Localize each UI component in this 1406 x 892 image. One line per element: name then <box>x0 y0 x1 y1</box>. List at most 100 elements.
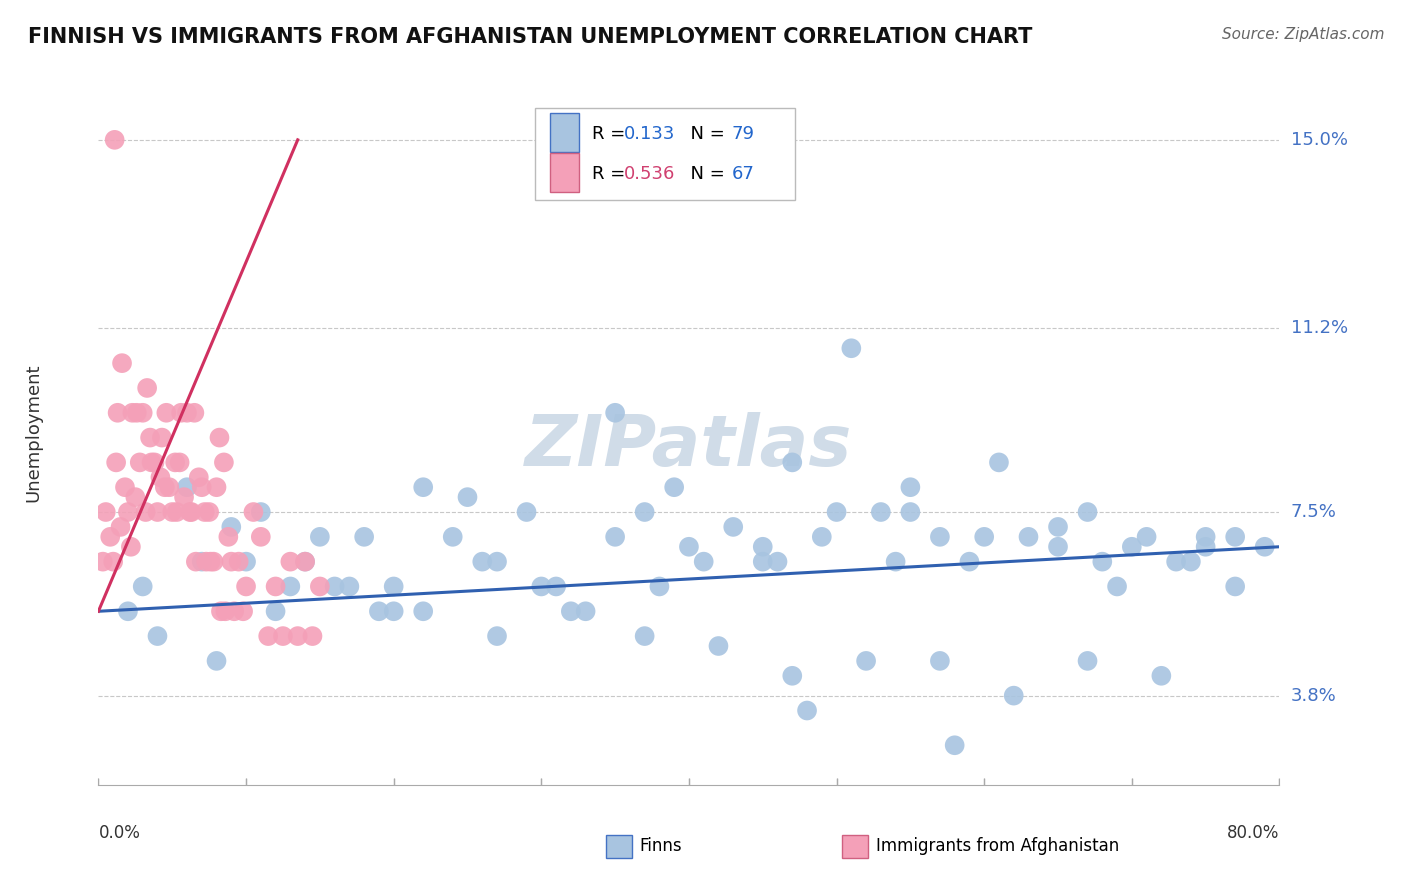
Point <box>132 579 155 593</box>
Point <box>143 455 166 469</box>
Point <box>105 455 128 469</box>
Point <box>1166 555 1188 569</box>
Point <box>1091 555 1114 569</box>
Point <box>228 555 250 569</box>
Point <box>782 669 804 683</box>
Text: 3.8%: 3.8% <box>1291 687 1336 705</box>
Point <box>235 555 257 569</box>
Point <box>224 604 246 618</box>
Point <box>183 406 205 420</box>
Point <box>1107 579 1129 593</box>
Point <box>1225 579 1247 593</box>
Bar <box>550 112 579 152</box>
Bar <box>606 835 633 857</box>
Point <box>796 704 818 718</box>
Point <box>575 604 598 618</box>
Point <box>141 455 163 469</box>
Point <box>323 579 346 593</box>
Point <box>205 654 228 668</box>
Point <box>205 480 228 494</box>
Point <box>1047 520 1070 534</box>
Point <box>678 540 700 554</box>
Text: Source: ZipAtlas.com: Source: ZipAtlas.com <box>1222 27 1385 42</box>
FancyBboxPatch shape <box>536 109 796 200</box>
Point <box>250 530 273 544</box>
Point <box>988 455 1011 469</box>
Point <box>280 555 302 569</box>
Point <box>180 505 202 519</box>
Point <box>107 406 129 420</box>
Point <box>309 530 332 544</box>
Point <box>382 579 405 593</box>
Point <box>1150 669 1173 683</box>
Text: 15.0%: 15.0% <box>1291 131 1347 149</box>
Point <box>200 555 222 569</box>
Point <box>191 480 214 494</box>
Text: Finns: Finns <box>640 838 682 855</box>
Point <box>125 406 148 420</box>
Point <box>208 431 231 445</box>
Point <box>250 505 273 519</box>
Bar <box>842 835 869 857</box>
Point <box>217 530 239 544</box>
Point <box>111 356 134 370</box>
Point <box>782 455 804 469</box>
Point <box>825 505 848 519</box>
Text: 7.5%: 7.5% <box>1291 503 1337 521</box>
Point <box>176 480 198 494</box>
Point <box>943 738 966 752</box>
Point <box>648 579 671 593</box>
Text: 0.133: 0.133 <box>624 125 675 143</box>
Point <box>146 629 169 643</box>
Point <box>516 505 538 519</box>
Point <box>176 406 198 420</box>
Text: N =: N = <box>679 165 731 184</box>
Point <box>441 530 464 544</box>
Point <box>294 555 316 569</box>
Point <box>91 555 114 569</box>
Point <box>232 604 254 618</box>
Point <box>169 455 191 469</box>
Point <box>194 505 217 519</box>
Point <box>811 530 834 544</box>
Point <box>114 480 136 494</box>
Point <box>353 530 375 544</box>
Point <box>150 431 173 445</box>
Point <box>179 505 201 519</box>
Point <box>221 520 243 534</box>
Text: R =: R = <box>592 125 631 143</box>
Point <box>98 530 121 544</box>
Point <box>202 555 225 569</box>
Point <box>412 480 434 494</box>
Point <box>605 530 627 544</box>
Point <box>198 505 221 519</box>
Point <box>110 520 132 534</box>
Point <box>634 629 657 643</box>
Point <box>1047 540 1070 554</box>
Point <box>486 555 509 569</box>
Point <box>162 505 183 519</box>
Point <box>124 490 146 504</box>
Point <box>117 604 139 618</box>
Point <box>457 490 479 504</box>
Point <box>264 579 287 593</box>
Point <box>486 629 509 643</box>
Point <box>929 530 952 544</box>
Point <box>157 480 180 494</box>
Point <box>884 555 907 569</box>
Point <box>146 505 169 519</box>
Point <box>693 555 716 569</box>
Point <box>155 406 177 420</box>
Text: Unemployment: Unemployment <box>24 363 42 502</box>
Point <box>135 505 157 519</box>
Point <box>1018 530 1040 544</box>
Point <box>1002 689 1025 703</box>
Point <box>212 455 235 469</box>
Point <box>707 639 730 653</box>
Point <box>294 555 316 569</box>
Point <box>634 505 657 519</box>
Text: N =: N = <box>679 125 731 143</box>
Point <box>170 406 193 420</box>
Point <box>103 555 125 569</box>
Text: R =: R = <box>592 165 631 184</box>
